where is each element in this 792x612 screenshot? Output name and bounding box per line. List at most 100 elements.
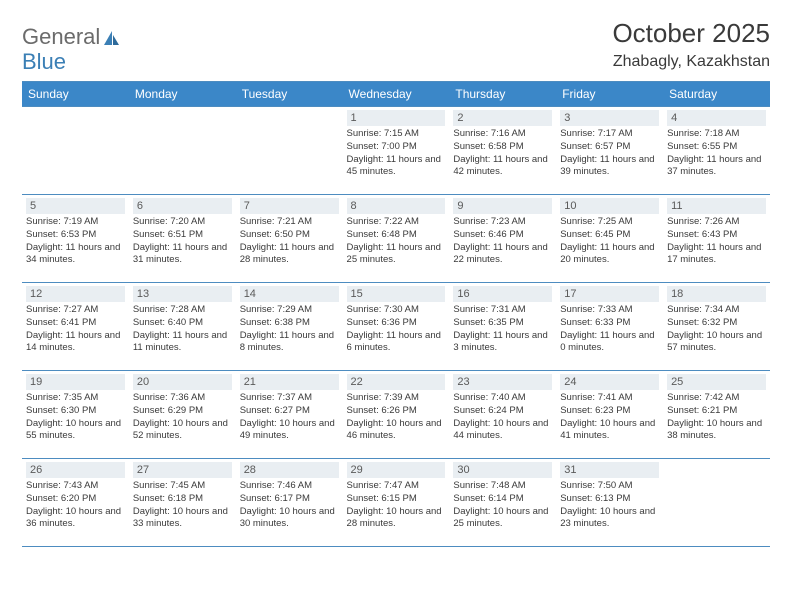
calendar-cell: [129, 107, 236, 195]
day-number: 10: [560, 198, 659, 214]
cell-body: Sunrise: 7:27 AMSunset: 6:41 PMDaylight:…: [26, 304, 125, 354]
title-block: October 2025 Zhabagly, Kazakhstan: [612, 18, 770, 71]
cell-body: Sunrise: 7:22 AMSunset: 6:48 PMDaylight:…: [347, 216, 446, 266]
daylight-line: Daylight: 11 hours and 14 minutes.: [26, 330, 125, 354]
weekday-header: Tuesday: [236, 82, 343, 107]
sunset-line: Sunset: 6:14 PM: [453, 493, 552, 505]
weekday-header: Wednesday: [343, 82, 450, 107]
sunrise-line: Sunrise: 7:26 AM: [667, 216, 766, 228]
day-number: 11: [667, 198, 766, 214]
weekday-header: Friday: [556, 82, 663, 107]
cell-body: Sunrise: 7:47 AMSunset: 6:15 PMDaylight:…: [347, 480, 446, 530]
daylight-line: Daylight: 11 hours and 0 minutes.: [560, 330, 659, 354]
sunset-line: Sunset: 6:38 PM: [240, 317, 339, 329]
cell-body: Sunrise: 7:37 AMSunset: 6:27 PMDaylight:…: [240, 392, 339, 442]
calendar-cell: [663, 459, 770, 547]
day-number: 26: [26, 462, 125, 478]
daylight-line: Daylight: 11 hours and 25 minutes.: [347, 242, 446, 266]
daylight-line: Daylight: 11 hours and 34 minutes.: [26, 242, 125, 266]
day-number: 28: [240, 462, 339, 478]
daylight-line: Daylight: 10 hours and 30 minutes.: [240, 506, 339, 530]
calendar-cell: 24Sunrise: 7:41 AMSunset: 6:23 PMDayligh…: [556, 371, 663, 459]
daylight-line: Daylight: 10 hours and 36 minutes.: [26, 506, 125, 530]
sunrise-line: Sunrise: 7:37 AM: [240, 392, 339, 404]
cell-body: Sunrise: 7:45 AMSunset: 6:18 PMDaylight:…: [133, 480, 232, 530]
sunset-line: Sunset: 6:53 PM: [26, 229, 125, 241]
sunrise-line: Sunrise: 7:41 AM: [560, 392, 659, 404]
daylight-line: Daylight: 10 hours and 25 minutes.: [453, 506, 552, 530]
sunset-line: Sunset: 6:18 PM: [133, 493, 232, 505]
day-number: 29: [347, 462, 446, 478]
daylight-line: Daylight: 10 hours and 49 minutes.: [240, 418, 339, 442]
cell-body: Sunrise: 7:42 AMSunset: 6:21 PMDaylight:…: [667, 392, 766, 442]
daylight-line: Daylight: 11 hours and 11 minutes.: [133, 330, 232, 354]
calendar-cell: 22Sunrise: 7:39 AMSunset: 6:26 PMDayligh…: [343, 371, 450, 459]
calendar-cell: [22, 107, 129, 195]
day-number: 22: [347, 374, 446, 390]
daylight-line: Daylight: 11 hours and 20 minutes.: [560, 242, 659, 266]
cell-body: Sunrise: 7:18 AMSunset: 6:55 PMDaylight:…: [667, 128, 766, 178]
sunrise-line: Sunrise: 7:16 AM: [453, 128, 552, 140]
sunset-line: Sunset: 6:21 PM: [667, 405, 766, 417]
day-number: 15: [347, 286, 446, 302]
sunrise-line: Sunrise: 7:50 AM: [560, 480, 659, 492]
sunset-line: Sunset: 6:30 PM: [26, 405, 125, 417]
sunrise-line: Sunrise: 7:42 AM: [667, 392, 766, 404]
daylight-line: Daylight: 11 hours and 3 minutes.: [453, 330, 552, 354]
logo: General: [22, 24, 120, 50]
sunrise-line: Sunrise: 7:27 AM: [26, 304, 125, 316]
calendar-cell: [236, 107, 343, 195]
cell-body: Sunrise: 7:33 AMSunset: 6:33 PMDaylight:…: [560, 304, 659, 354]
day-number: 7: [240, 198, 339, 214]
cell-body: Sunrise: 7:26 AMSunset: 6:43 PMDaylight:…: [667, 216, 766, 266]
sunrise-line: Sunrise: 7:25 AM: [560, 216, 659, 228]
day-number: 25: [667, 374, 766, 390]
sunrise-line: Sunrise: 7:47 AM: [347, 480, 446, 492]
calendar-cell: 4Sunrise: 7:18 AMSunset: 6:55 PMDaylight…: [663, 107, 770, 195]
calendar-cell: 7Sunrise: 7:21 AMSunset: 6:50 PMDaylight…: [236, 195, 343, 283]
day-number: 6: [133, 198, 232, 214]
cell-body: Sunrise: 7:48 AMSunset: 6:14 PMDaylight:…: [453, 480, 552, 530]
day-number: 14: [240, 286, 339, 302]
cell-body: Sunrise: 7:41 AMSunset: 6:23 PMDaylight:…: [560, 392, 659, 442]
cell-body: Sunrise: 7:46 AMSunset: 6:17 PMDaylight:…: [240, 480, 339, 530]
cell-body: Sunrise: 7:43 AMSunset: 6:20 PMDaylight:…: [26, 480, 125, 530]
calendar-cell: 12Sunrise: 7:27 AMSunset: 6:41 PMDayligh…: [22, 283, 129, 371]
daylight-line: Daylight: 11 hours and 6 minutes.: [347, 330, 446, 354]
calendar-cell: 15Sunrise: 7:30 AMSunset: 6:36 PMDayligh…: [343, 283, 450, 371]
sunrise-line: Sunrise: 7:23 AM: [453, 216, 552, 228]
calendar-cell: 31Sunrise: 7:50 AMSunset: 6:13 PMDayligh…: [556, 459, 663, 547]
calendar-row: 26 Sunrise: 7:43 AMSunset: 6:20 PMDayligh…: [22, 459, 770, 547]
sunset-line: Sunset: 6:23 PM: [560, 405, 659, 417]
daylight-line: Daylight: 10 hours and 46 minutes.: [347, 418, 446, 442]
sunrise-line: Sunrise: 7:21 AM: [240, 216, 339, 228]
daylight-line: Daylight: 11 hours and 31 minutes.: [133, 242, 232, 266]
calendar-row: 5Sunrise: 7:19 AMSunset: 6:53 PMDaylight…: [22, 195, 770, 283]
sunset-line: Sunset: 6:35 PM: [453, 317, 552, 329]
cell-body: Sunrise: 7:16 AMSunset: 6:58 PMDaylight:…: [453, 128, 552, 178]
sunset-line: Sunset: 6:58 PM: [453, 141, 552, 153]
sunset-line: Sunset: 6:48 PM: [347, 229, 446, 241]
sunset-line: Sunset: 6:20 PM: [26, 493, 125, 505]
weekday-header: Monday: [129, 82, 236, 107]
daylight-line: Daylight: 10 hours and 28 minutes.: [347, 506, 446, 530]
logo-text-2: Blue: [22, 49, 66, 75]
sunrise-line: Sunrise: 7:18 AM: [667, 128, 766, 140]
sunset-line: Sunset: 6:17 PM: [240, 493, 339, 505]
sunrise-line: Sunrise: 7:45 AM: [133, 480, 232, 492]
daylight-line: Daylight: 10 hours and 23 minutes.: [560, 506, 659, 530]
calendar-row: 12Sunrise: 7:27 AMSunset: 6:41 PMDayligh…: [22, 283, 770, 371]
sunrise-line: Sunrise: 7:31 AM: [453, 304, 552, 316]
calendar-cell: 19Sunrise: 7:35 AMSunset: 6:30 PMDayligh…: [22, 371, 129, 459]
weekday-header: Sunday: [22, 82, 129, 107]
calendar-cell: 28 Sunrise: 7:46 AMSunset: 6:17 PMDayligh…: [236, 459, 343, 547]
day-number: 13: [133, 286, 232, 302]
sunset-line: Sunset: 6:32 PM: [667, 317, 766, 329]
sunset-line: Sunset: 6:40 PM: [133, 317, 232, 329]
sunset-line: Sunset: 6:36 PM: [347, 317, 446, 329]
sunrise-line: Sunrise: 7:29 AM: [240, 304, 339, 316]
cell-body: Sunrise: 7:17 AMSunset: 6:57 PMDaylight:…: [560, 128, 659, 178]
page-subtitle: Zhabagly, Kazakhstan: [612, 53, 770, 71]
cell-body: Sunrise: 7:15 AMSunset: 7:00 PMDaylight:…: [347, 128, 446, 178]
daylight-line: Daylight: 10 hours and 33 minutes.: [133, 506, 232, 530]
